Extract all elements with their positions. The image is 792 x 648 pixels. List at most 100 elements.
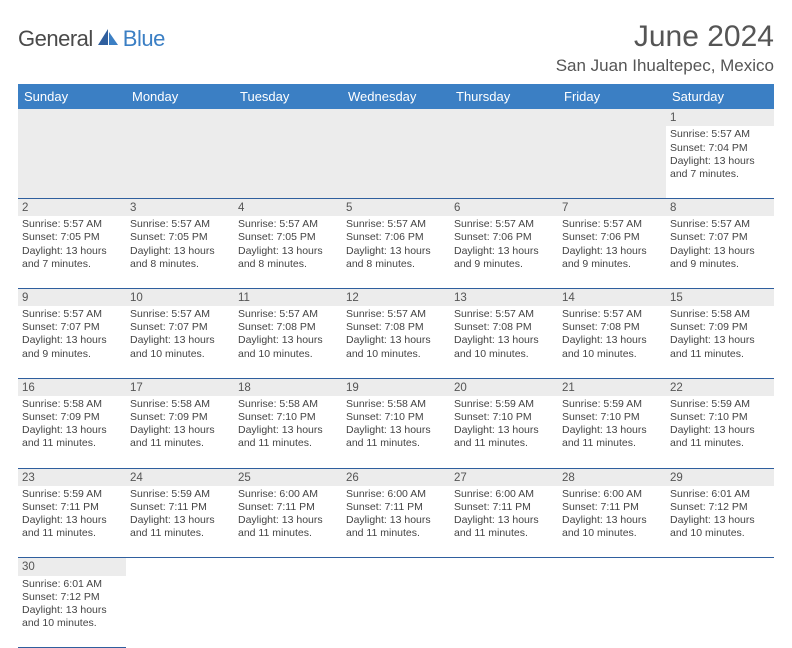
sunrise-text: Sunrise: 5:57 AM <box>454 218 554 231</box>
day-cell: Sunrise: 5:59 AMSunset: 7:10 PMDaylight:… <box>558 396 666 468</box>
header-sunday: Sunday <box>18 84 126 109</box>
day-cell: Sunrise: 5:57 AMSunset: 7:08 PMDaylight:… <box>558 306 666 378</box>
day2-text: and 10 minutes. <box>238 348 338 361</box>
cell-content: Sunrise: 6:00 AMSunset: 7:11 PMDaylight:… <box>346 488 446 541</box>
day-cell: Sunrise: 6:01 AMSunset: 7:12 PMDaylight:… <box>666 486 774 558</box>
day-cell: Sunrise: 5:57 AMSunset: 7:05 PMDaylight:… <box>126 216 234 288</box>
day-number: 30 <box>18 558 126 576</box>
sunset-text: Sunset: 7:11 PM <box>130 501 230 514</box>
day-cell: Sunrise: 5:57 AMSunset: 7:07 PMDaylight:… <box>18 306 126 378</box>
sunrise-text: Sunrise: 5:57 AM <box>130 308 230 321</box>
day-cell <box>126 126 234 198</box>
sunset-text: Sunset: 7:10 PM <box>454 411 554 424</box>
day1-text: Daylight: 13 hours <box>562 514 662 527</box>
day2-text: and 10 minutes. <box>562 348 662 361</box>
day1-text: Daylight: 13 hours <box>238 424 338 437</box>
sunrise-text: Sunrise: 5:57 AM <box>346 218 446 231</box>
day1-text: Daylight: 13 hours <box>22 514 122 527</box>
day2-text: and 11 minutes. <box>238 437 338 450</box>
day1-text: Daylight: 13 hours <box>562 245 662 258</box>
daynum-row: 16171819202122 <box>18 378 774 396</box>
logo-general-text: General <box>18 26 93 52</box>
day1-text: Daylight: 13 hours <box>130 514 230 527</box>
calendar-table: Sunday Monday Tuesday Wednesday Thursday… <box>18 84 774 648</box>
header: General Blue June 2024 San Juan Ihualtep… <box>18 20 774 76</box>
sunrise-text: Sunrise: 5:58 AM <box>670 308 770 321</box>
day1-text: Daylight: 13 hours <box>22 424 122 437</box>
sunset-text: Sunset: 7:11 PM <box>454 501 554 514</box>
day-cell <box>234 126 342 198</box>
day-number: 8 <box>666 198 774 216</box>
sunset-text: Sunset: 7:11 PM <box>346 501 446 514</box>
day2-text: and 9 minutes. <box>22 348 122 361</box>
sunrise-text: Sunrise: 5:57 AM <box>22 308 122 321</box>
day1-text: Daylight: 13 hours <box>22 604 122 617</box>
day1-text: Daylight: 13 hours <box>454 514 554 527</box>
day2-text: and 10 minutes. <box>346 348 446 361</box>
day1-text: Daylight: 13 hours <box>346 334 446 347</box>
day-cell: Sunrise: 5:58 AMSunset: 7:09 PMDaylight:… <box>126 396 234 468</box>
day-number: 14 <box>558 288 666 306</box>
day2-text: and 9 minutes. <box>670 258 770 271</box>
day2-text: and 10 minutes. <box>454 348 554 361</box>
day-number: 22 <box>666 378 774 396</box>
day1-text: Daylight: 13 hours <box>670 514 770 527</box>
day-cell: Sunrise: 6:00 AMSunset: 7:11 PMDaylight:… <box>234 486 342 558</box>
cell-content: Sunrise: 5:58 AMSunset: 7:09 PMDaylight:… <box>670 308 770 361</box>
day-number: 1 <box>666 109 774 126</box>
header-wednesday: Wednesday <box>342 84 450 109</box>
day1-text: Daylight: 13 hours <box>454 424 554 437</box>
day2-text: and 11 minutes. <box>130 527 230 540</box>
day2-text: and 11 minutes. <box>346 437 446 450</box>
cell-content: Sunrise: 5:58 AMSunset: 7:09 PMDaylight:… <box>130 398 230 451</box>
day-number: 4 <box>234 198 342 216</box>
day-number <box>126 109 234 126</box>
day2-text: and 11 minutes. <box>130 437 230 450</box>
day-cell: Sunrise: 5:59 AMSunset: 7:10 PMDaylight:… <box>450 396 558 468</box>
day-cell: Sunrise: 5:57 AMSunset: 7:06 PMDaylight:… <box>558 216 666 288</box>
day-header-row: Sunday Monday Tuesday Wednesday Thursday… <box>18 84 774 109</box>
day-number <box>234 109 342 126</box>
day-number: 21 <box>558 378 666 396</box>
day-number <box>558 109 666 126</box>
sunrise-text: Sunrise: 5:57 AM <box>22 218 122 231</box>
day-number <box>558 558 666 576</box>
cell-content: Sunrise: 5:58 AMSunset: 7:10 PMDaylight:… <box>346 398 446 451</box>
cell-content: Sunrise: 5:57 AMSunset: 7:04 PMDaylight:… <box>670 128 770 181</box>
day-cell: Sunrise: 5:58 AMSunset: 7:09 PMDaylight:… <box>666 306 774 378</box>
sunrise-text: Sunrise: 5:59 AM <box>130 488 230 501</box>
sail-icon <box>96 27 120 52</box>
cell-content: Sunrise: 5:57 AMSunset: 7:06 PMDaylight:… <box>346 218 446 271</box>
day2-text: and 8 minutes. <box>238 258 338 271</box>
day2-text: and 8 minutes. <box>346 258 446 271</box>
sunset-text: Sunset: 7:05 PM <box>22 231 122 244</box>
sunrise-text: Sunrise: 5:59 AM <box>22 488 122 501</box>
header-friday: Friday <box>558 84 666 109</box>
sunset-text: Sunset: 7:10 PM <box>346 411 446 424</box>
day1-text: Daylight: 13 hours <box>454 334 554 347</box>
cell-content: Sunrise: 5:57 AMSunset: 7:07 PMDaylight:… <box>670 218 770 271</box>
day1-text: Daylight: 13 hours <box>346 424 446 437</box>
cell-content: Sunrise: 5:57 AMSunset: 7:06 PMDaylight:… <box>562 218 662 271</box>
cell-content: Sunrise: 6:01 AMSunset: 7:12 PMDaylight:… <box>22 578 122 631</box>
day2-text: and 9 minutes. <box>454 258 554 271</box>
month-title: June 2024 <box>556 20 774 54</box>
sunrise-text: Sunrise: 5:57 AM <box>454 308 554 321</box>
sunset-text: Sunset: 7:10 PM <box>238 411 338 424</box>
cell-content: Sunrise: 5:57 AMSunset: 7:05 PMDaylight:… <box>238 218 338 271</box>
day-number <box>234 558 342 576</box>
day-number <box>342 558 450 576</box>
day1-text: Daylight: 13 hours <box>346 514 446 527</box>
cell-content: Sunrise: 5:57 AMSunset: 7:07 PMDaylight:… <box>22 308 122 361</box>
day-number: 27 <box>450 468 558 486</box>
sunrise-text: Sunrise: 5:58 AM <box>346 398 446 411</box>
day-number: 23 <box>18 468 126 486</box>
day1-text: Daylight: 13 hours <box>670 245 770 258</box>
day-number: 2 <box>18 198 126 216</box>
daynum-row: 1 <box>18 109 774 126</box>
sunset-text: Sunset: 7:08 PM <box>238 321 338 334</box>
content-row: Sunrise: 5:59 AMSunset: 7:11 PMDaylight:… <box>18 486 774 558</box>
cell-content: Sunrise: 5:57 AMSunset: 7:08 PMDaylight:… <box>346 308 446 361</box>
day-number: 10 <box>126 288 234 306</box>
sunset-text: Sunset: 7:11 PM <box>22 501 122 514</box>
